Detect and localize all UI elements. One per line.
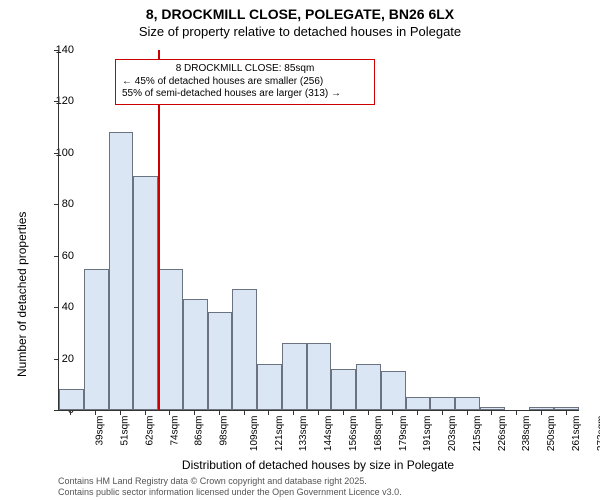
x-tick-label: 51sqm <box>120 416 131 446</box>
x-tick-label: 121sqm <box>274 416 285 452</box>
bar <box>208 312 233 410</box>
footer-line-1: Contains HM Land Registry data © Crown c… <box>58 476 402 487</box>
bar <box>381 371 406 410</box>
x-tick-label: 215sqm <box>472 416 483 452</box>
x-tick-label: 250sqm <box>546 416 557 452</box>
x-tick-mark <box>491 411 492 415</box>
bar <box>529 407 554 410</box>
x-tick-mark <box>392 411 393 415</box>
x-tick-mark <box>442 411 443 415</box>
x-tick-label: 144sqm <box>323 416 334 452</box>
bar <box>430 397 455 410</box>
x-tick-label: 191sqm <box>422 416 433 452</box>
bar <box>232 289 257 410</box>
x-tick-label: 39sqm <box>95 416 106 446</box>
bar <box>554 407 579 410</box>
bar <box>480 407 505 410</box>
bar <box>406 397 431 410</box>
x-tick-label: 156sqm <box>348 416 359 452</box>
x-tick-label: 133sqm <box>299 416 310 452</box>
x-axis-label: Distribution of detached houses by size … <box>58 458 578 472</box>
x-tick-mark <box>120 411 121 415</box>
chart-title-1: 8, DROCKMILL CLOSE, POLEGATE, BN26 6LX <box>0 6 600 22</box>
bar <box>59 389 84 410</box>
y-axis-label: Number of detached properties <box>15 212 29 377</box>
bar <box>109 132 134 410</box>
annotation-line-1: ← 45% of detached houses are smaller (25… <box>122 76 368 89</box>
x-tick-mark <box>95 411 96 415</box>
x-tick-mark <box>268 411 269 415</box>
x-tick-mark <box>70 411 71 415</box>
x-tick-label: 168sqm <box>373 416 384 452</box>
x-tick-mark <box>194 411 195 415</box>
x-tick-label: 86sqm <box>194 416 205 446</box>
x-tick-label: 226sqm <box>497 416 508 452</box>
chart-container: 8, DROCKMILL CLOSE, POLEGATE, BN26 6LX S… <box>0 0 600 500</box>
x-tick-label: 74sqm <box>169 416 180 446</box>
x-tick-mark <box>318 411 319 415</box>
x-tick-mark <box>219 411 220 415</box>
x-tick-mark <box>169 411 170 415</box>
annotation-line-2: 55% of semi-detached houses are larger (… <box>122 88 368 101</box>
x-tick-label: 109sqm <box>249 416 260 452</box>
chart-title-2: Size of property relative to detached ho… <box>0 24 600 39</box>
bar <box>133 176 158 410</box>
x-tick-mark <box>343 411 344 415</box>
bar <box>257 364 282 410</box>
bar <box>356 364 381 410</box>
x-tick-label: 261sqm <box>571 416 582 452</box>
x-tick-mark <box>417 411 418 415</box>
x-tick-mark <box>467 411 468 415</box>
footer-text: Contains HM Land Registry data © Crown c… <box>58 476 402 498</box>
bar <box>282 343 307 410</box>
x-tick-label: 273sqm <box>596 416 600 452</box>
x-tick-mark <box>541 411 542 415</box>
x-tick-label: 203sqm <box>447 416 458 452</box>
x-tick-mark <box>368 411 369 415</box>
annotation-box: 8 DROCKMILL CLOSE: 85sqm ← 45% of detach… <box>115 59 375 105</box>
footer-line-2: Contains public sector information licen… <box>58 487 402 498</box>
x-tick-mark <box>244 411 245 415</box>
x-tick-label: 179sqm <box>398 416 409 452</box>
bar <box>183 299 208 410</box>
bar <box>158 269 183 410</box>
bar <box>307 343 332 410</box>
x-tick-label: 98sqm <box>219 416 230 446</box>
x-tick-mark <box>145 411 146 415</box>
bar <box>331 369 356 410</box>
bar <box>84 269 109 410</box>
x-tick-mark <box>516 411 517 415</box>
x-tick-mark <box>566 411 567 415</box>
x-tick-label: 238sqm <box>521 416 532 452</box>
annotation-line-0: 8 DROCKMILL CLOSE: 85sqm <box>122 63 368 76</box>
x-tick-mark <box>293 411 294 415</box>
x-tick-label: 62sqm <box>144 416 155 446</box>
bar <box>455 397 480 410</box>
